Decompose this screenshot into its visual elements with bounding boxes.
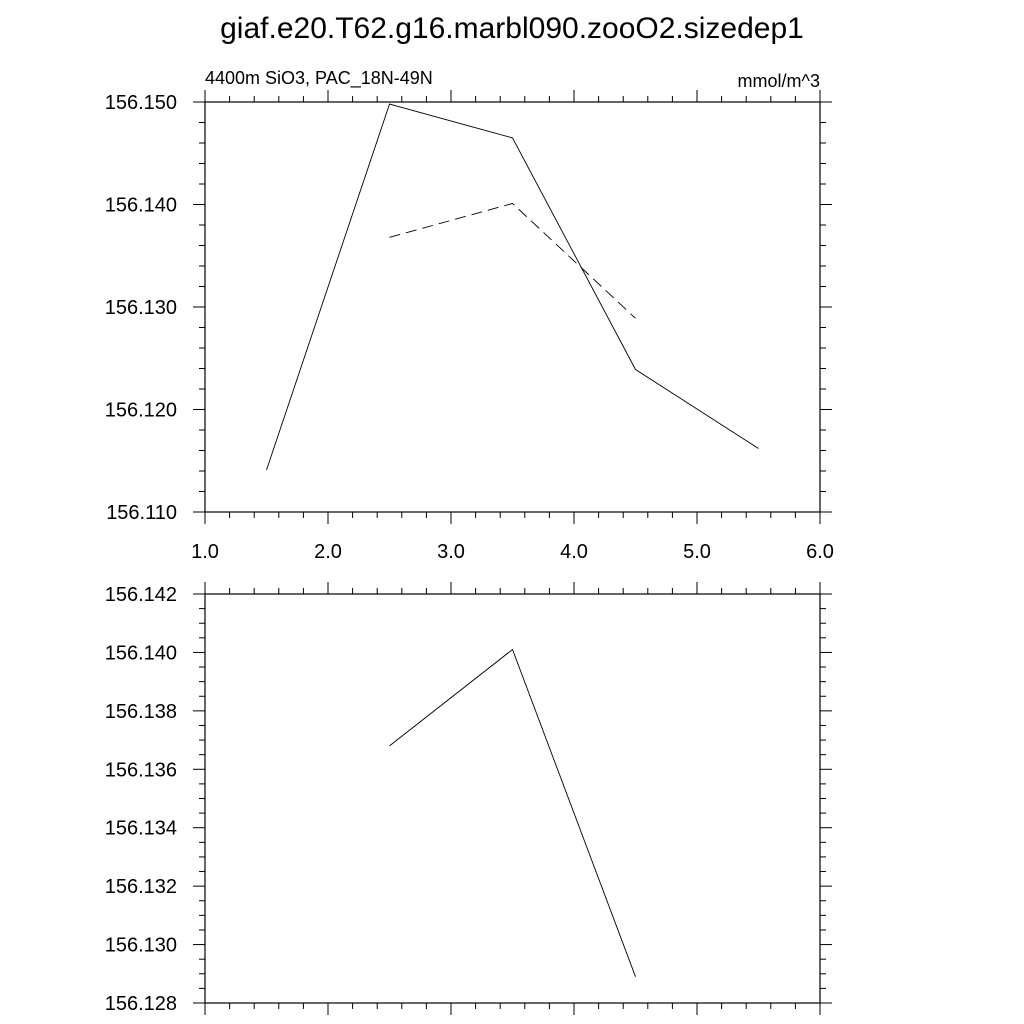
- top-plot-frame: [204, 101, 821, 513]
- bottom-plot-frame: [204, 593, 821, 1004]
- bottom-y-tick-label: 156.138: [105, 701, 177, 723]
- bottom-y-tick-label: 156.130: [105, 935, 177, 957]
- bottom-panel: 156.128 156.130 156.132 156.134 156.136 156.1…: [105, 582, 832, 1015]
- top-y-tick-label: 156.150: [105, 92, 177, 114]
- top-y-tick-label: 156.130: [105, 297, 177, 319]
- top-x-tick-label: 3.0: [437, 541, 465, 563]
- top-y-tick-label: 156.110: [106, 502, 177, 524]
- top-x-tick-label: 4.0: [560, 541, 588, 563]
- bottom-y-tick-label: 156.140: [105, 642, 177, 664]
- top-x-tick-label: 6.0: [806, 541, 834, 563]
- chart-units-label: mmol/m^3: [738, 71, 820, 91]
- bottom-y-tick-label: 156.136: [105, 759, 177, 781]
- bottom-y-tick-label: 156.142: [105, 584, 177, 606]
- top-series-2-line: [389, 202, 636, 319]
- bottom-y-tick-label: 156.132: [105, 876, 177, 898]
- top-x-tick-label: 2.0: [314, 541, 342, 563]
- top-series-1-line: [266, 103, 759, 471]
- bottom-y-tick-label: 156.128: [105, 993, 177, 1015]
- top-panel: 1.0 2.0 3.0 4.0 5.0 6.0 156.110 156.120 156.130 1…: [105, 90, 834, 563]
- bottom-y-tick-label: 156.134: [105, 818, 177, 840]
- bottom-series-1-line: [389, 648, 636, 977]
- chart-title: giaf.e20.T62.g16.marbl090.zooO2.sizedep1: [220, 12, 804, 45]
- top-x-tick-label: 5.0: [683, 541, 711, 563]
- top-y-tick-label: 156.140: [105, 195, 177, 217]
- chart-subtitle-left: 4400m SiO3, PAC_18N-49N: [205, 68, 433, 89]
- top-x-tick-label: 1.0: [191, 541, 219, 563]
- top-y-tick-label: 156.120: [105, 400, 177, 422]
